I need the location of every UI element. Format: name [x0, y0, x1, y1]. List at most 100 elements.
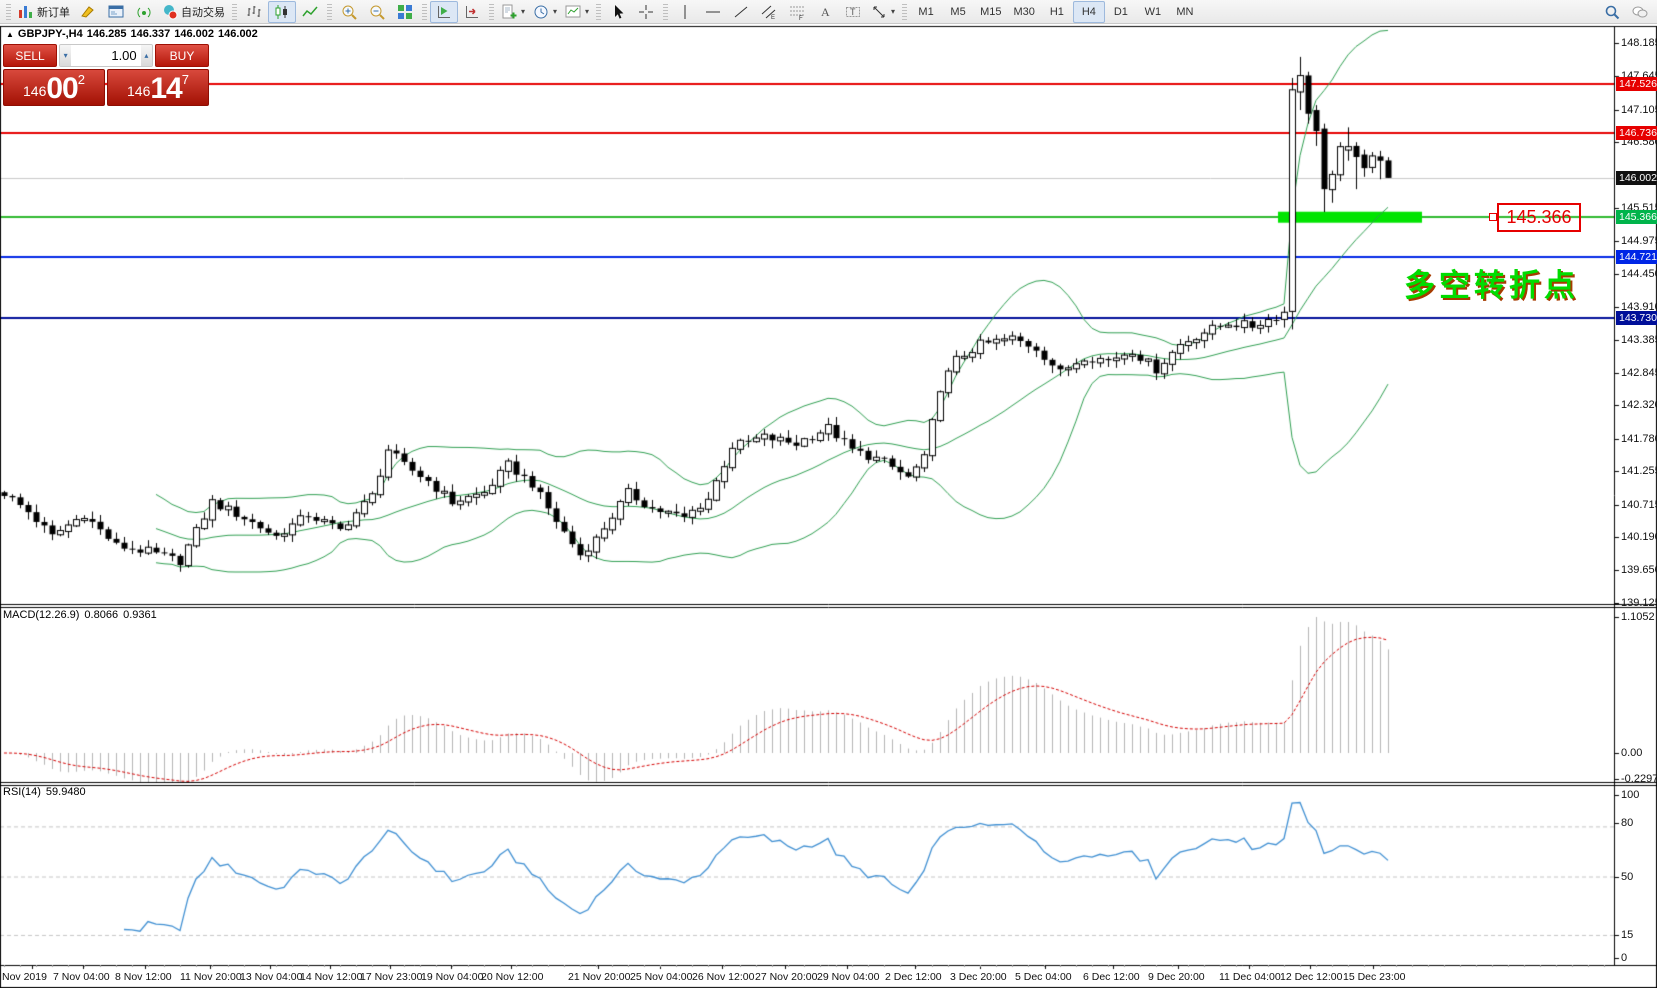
sell-button[interactable]: SELL — [3, 44, 57, 67]
price-axis-tick: 140.190 — [1621, 531, 1657, 544]
rsi-axis-tick: 80 — [1621, 817, 1634, 829]
trendline-icon[interactable] — [727, 1, 755, 23]
callout-anchor-handle[interactable] — [1489, 213, 1497, 221]
buy-price-button[interactable]: 146 14 7 — [107, 69, 209, 106]
bar-close: 146.002 — [218, 28, 258, 40]
templates-icon[interactable]: ▾ — [561, 1, 593, 23]
chat-icon[interactable] — [1626, 1, 1654, 23]
time-axis-label: 12 Dec 12:00 — [1280, 971, 1343, 983]
price-axis-tick: 142.320 — [1621, 399, 1657, 412]
toolbar-grip — [902, 3, 908, 20]
channel-icon[interactable]: E — [755, 1, 783, 23]
toolbar-grip — [489, 3, 494, 20]
time-axis-label: 29 Nov 04:00 — [817, 971, 880, 983]
time-axis-label: 2 Dec 12:00 — [885, 971, 942, 983]
time-axis-label: 19 Nov 04:00 — [421, 971, 484, 983]
market-window-icon[interactable] — [102, 1, 130, 23]
time-axis-label: 11 Dec 04:00 — [1219, 971, 1281, 983]
price-axis-tick: 143.385 — [1621, 333, 1657, 346]
rsi-indicator-label: RSI(14) 59.9480 — [3, 786, 86, 798]
volume-increase-button[interactable]: ▴ — [140, 45, 152, 66]
rsi-axis-tick: 50 — [1621, 871, 1634, 883]
timeframe-h4-button[interactable]: H4 — [1072, 0, 1105, 23]
chart-shift-icon[interactable] — [458, 1, 486, 23]
price-axis-tick: 140.715 — [1621, 498, 1657, 511]
toolbar-grip — [596, 3, 602, 20]
time-axis-label: 3 Dec 20:00 — [950, 971, 1007, 983]
tile-windows-icon[interactable] — [391, 1, 419, 23]
toolbar: 新订单 自动交易 ▾ ▾ ▾ E F A T ▾ M1 M5 M15 M30 H1 H4 D1 W1 MN — [0, 0, 1657, 24]
time-axis-label: 17 Nov 23:00 — [360, 971, 423, 983]
price-axis-tick: 147.105 — [1621, 103, 1657, 116]
price-level-badge: 143.730 — [1616, 311, 1657, 326]
volume-decrease-button[interactable]: ▾ — [60, 45, 72, 66]
chinese-annotation-text[interactable]: 多空转折点 — [1404, 268, 1579, 303]
indicators-icon[interactable]: ▾ — [497, 1, 529, 23]
cursor-icon[interactable] — [604, 1, 632, 23]
templates-caret-icon: ▾ — [585, 7, 590, 16]
price-chart-canvas[interactable] — [0, 24, 1657, 988]
candles-chart-icon[interactable] — [268, 0, 296, 23]
timeframe-d1-button[interactable]: D1 — [1113, 5, 1128, 18]
line-chart-icon[interactable] — [296, 1, 324, 23]
periods-icon[interactable]: ▾ — [529, 1, 561, 23]
fibonacci-icon[interactable]: F — [783, 1, 811, 23]
timeframe-m30-button[interactable]: M30 — [1013, 5, 1035, 18]
time-axis-label: 27 Nov 20:00 — [755, 971, 818, 983]
styler-icon[interactable] — [74, 1, 102, 23]
price-axis-tick: 148.185 — [1621, 37, 1657, 49]
auto-trading-button[interactable]: 自动交易 — [158, 1, 229, 23]
timeframe-m15-button[interactable]: M15 — [980, 5, 1002, 18]
timeframe-m5-button[interactable]: M5 — [950, 5, 966, 18]
sell-price-sup: 2 — [77, 72, 85, 87]
horizontal-line-icon[interactable] — [699, 1, 727, 23]
time-axis-label: 5 Dec 04:00 — [1015, 971, 1072, 983]
signals-icon[interactable] — [130, 1, 158, 23]
new-order-button[interactable]: 新订单 — [14, 1, 74, 23]
price-axis-tick: 143.910 — [1621, 301, 1657, 314]
buy-button[interactable]: BUY — [155, 44, 209, 67]
price-axis-tick: 139.125 — [1621, 596, 1657, 609]
bar-high: 146.337 — [130, 28, 171, 40]
sell-price-big: 00 — [46, 72, 78, 105]
symbol-period: GBPJPY-,H4 — [17, 28, 83, 40]
price-level-badge: 145.366 — [1616, 210, 1657, 225]
search-icon[interactable] — [1598, 1, 1626, 23]
timeframe-h1-button[interactable]: H1 — [1049, 5, 1064, 18]
macd-axis-tick: 0.00 — [1621, 747, 1643, 759]
rsi-axis-tick: 0 — [1621, 952, 1628, 964]
toolbar-grip — [663, 3, 669, 20]
zoom-in-icon[interactable] — [335, 1, 363, 23]
volume-input[interactable] — [71, 45, 141, 66]
price-level-badge: 144.721 — [1616, 250, 1657, 265]
vertical-line-icon[interactable] — [671, 1, 699, 23]
price-axis-tick: 144.450 — [1621, 267, 1657, 280]
zoom-out-icon[interactable] — [363, 1, 391, 23]
price-callout-box[interactable]: 145.366 — [1497, 203, 1581, 232]
price-level-badge: 146.002 — [1616, 170, 1657, 185]
text-icon[interactable]: A — [811, 1, 839, 23]
sell-price-button[interactable]: 146 00 2 — [3, 69, 105, 106]
crosshair-icon[interactable] — [632, 1, 660, 23]
timeframe-w1-button[interactable]: W1 — [1144, 5, 1162, 18]
time-axis-label: 8 Nov 12:00 — [115, 971, 172, 983]
timeframe-m1-button[interactable]: M1 — [918, 5, 934, 18]
chart-symbol-title: ▲ GBPJPY-,H4 146.285 146.337 146.002 146.002 — [6, 28, 262, 40]
text-label-icon[interactable]: T — [839, 1, 867, 23]
time-axis-label: 21 Nov 20:00 — [568, 971, 631, 983]
arrows-icon[interactable]: ▾ — [867, 1, 899, 23]
collapse-marker-icon[interactable]: ▲ — [6, 30, 14, 39]
buy-price-small: 146 — [127, 83, 151, 99]
rsi-axis-tick: 100 — [1621, 789, 1640, 801]
periods-caret-icon: ▾ — [553, 7, 558, 16]
price-axis-tick: 139.650 — [1621, 564, 1657, 577]
bars-chart-icon[interactable] — [240, 1, 268, 23]
price-level-badge: 146.736 — [1616, 125, 1657, 140]
callout-text: 145.366 — [1506, 207, 1572, 227]
indicators-caret-icon: ▾ — [521, 7, 526, 16]
time-axis-label: 20 Nov 12:00 — [481, 971, 544, 983]
timeframe-mn-button[interactable]: MN — [1176, 5, 1194, 18]
arrows-caret-icon: ▾ — [891, 7, 896, 16]
auto-scroll-icon[interactable] — [430, 0, 458, 23]
